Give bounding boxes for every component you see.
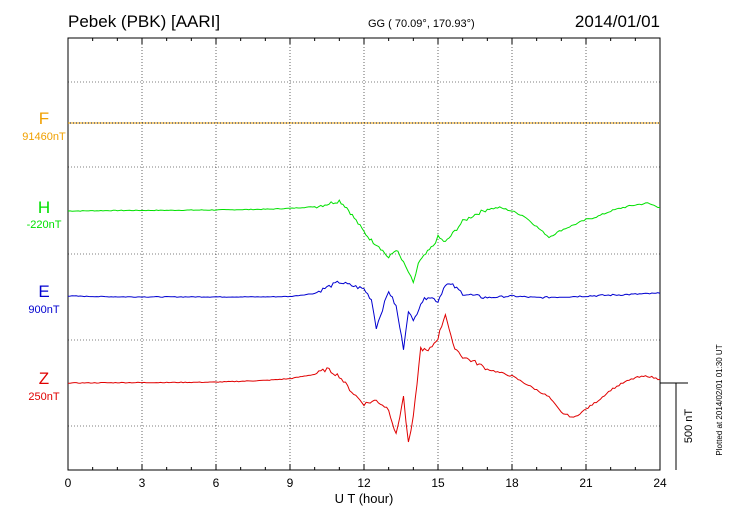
date-label: 2014/01/01: [575, 12, 660, 31]
x-tick-label: 21: [579, 476, 593, 490]
series-baseline-z: 250nT: [28, 391, 59, 403]
scale-bar-label: 500 nT: [683, 409, 695, 444]
series-name-h: H: [38, 198, 50, 217]
series-labels: F 91460nT H -220nT E 900nT Z 250nT: [22, 109, 66, 403]
x-ticks: 0 3 6 9 12 15 18 21 24: [65, 38, 667, 490]
x-tick-label: 3: [139, 476, 146, 490]
series-name-e: E: [38, 282, 49, 301]
x-axis-label: U T (hour): [335, 491, 394, 506]
x-tick-label: 24: [653, 476, 667, 490]
x-tick-label: 18: [505, 476, 519, 490]
plotted-at-note: Plotted at 2014/02/01 01:30 UT: [715, 344, 724, 455]
series-name-z: Z: [39, 369, 49, 388]
grid-lines: [68, 38, 660, 470]
series-group: [67, 122, 661, 443]
series-baseline-e: 900nT: [28, 304, 59, 316]
series-line-h: [67, 199, 660, 285]
scale-bar: 500 nT: [660, 382, 695, 470]
x-tick-label: 12: [357, 476, 371, 490]
x-tick-label: 15: [431, 476, 445, 490]
series-line-e: [67, 280, 661, 350]
x-tick-label: 6: [213, 476, 220, 490]
x-tick-label: 9: [287, 476, 294, 490]
series-baseline-f: 91460nT: [22, 131, 66, 143]
series-line-z: [68, 312, 661, 443]
x-tick-label: 0: [65, 476, 72, 490]
coordinates: GG ( 70.09°, 170.93°): [368, 18, 475, 30]
series-name-f: F: [39, 109, 49, 128]
station-title: Pebek (PBK) [AARI]: [68, 12, 220, 31]
series-baseline-h: -220nT: [27, 219, 62, 231]
